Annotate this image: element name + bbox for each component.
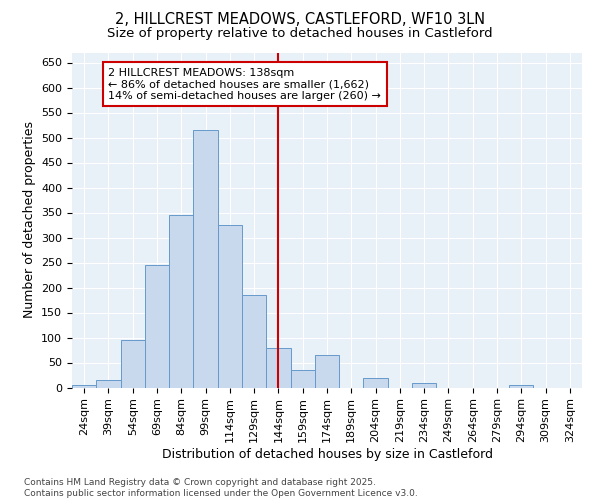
Text: Size of property relative to detached houses in Castleford: Size of property relative to detached ho… [107,28,493,40]
Bar [242,295,266,388]
Bar [145,265,169,388]
Text: 2, HILLCREST MEADOWS, CASTLEFORD, WF10 3LN: 2, HILLCREST MEADOWS, CASTLEFORD, WF10 3… [115,12,485,28]
Bar [96,380,121,388]
Bar [121,340,145,388]
Bar [412,382,436,388]
Bar [266,348,290,388]
Y-axis label: Number of detached properties: Number of detached properties [23,122,35,318]
X-axis label: Distribution of detached houses by size in Castleford: Distribution of detached houses by size … [161,448,493,461]
Text: Contains HM Land Registry data © Crown copyright and database right 2025.
Contai: Contains HM Land Registry data © Crown c… [24,478,418,498]
Bar [72,385,96,388]
Bar [364,378,388,388]
Bar [193,130,218,388]
Bar [290,370,315,388]
Bar [315,355,339,388]
Bar [509,385,533,388]
Bar [218,225,242,388]
Bar [169,215,193,388]
Text: 2 HILLCREST MEADOWS: 138sqm
← 86% of detached houses are smaller (1,662)
14% of : 2 HILLCREST MEADOWS: 138sqm ← 86% of det… [109,68,382,100]
